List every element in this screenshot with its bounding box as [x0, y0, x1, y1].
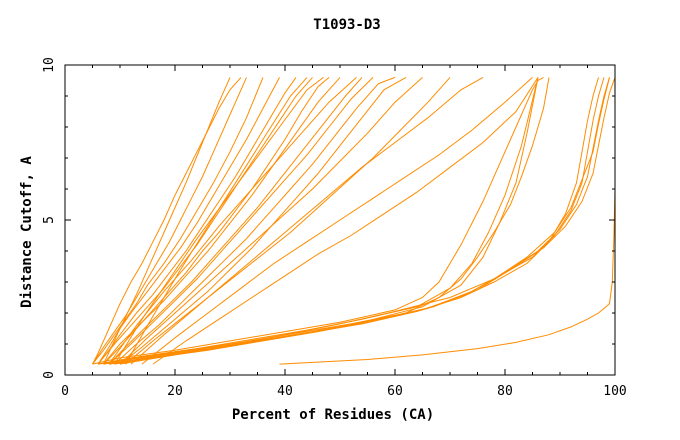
x-tick-label: 20 — [167, 384, 183, 399]
series-line-16 — [141, 77, 533, 365]
series-line-20 — [125, 77, 308, 365]
series-line-9 — [108, 77, 363, 365]
series-line-14 — [125, 77, 451, 365]
x-tick-label: 100 — [603, 384, 626, 399]
x-tick-label: 0 — [61, 384, 69, 399]
series-line-15 — [130, 76, 484, 365]
series-line-3 — [92, 77, 264, 365]
series-line-31 — [279, 77, 616, 365]
series-line-21 — [103, 77, 231, 365]
series-line-1 — [92, 77, 242, 365]
series-line-12 — [119, 76, 407, 365]
series-line-10 — [108, 77, 374, 365]
series-line-24 — [103, 77, 539, 365]
series-line-13 — [119, 77, 423, 365]
series-line-2 — [92, 77, 247, 365]
y-axis: 0 5 10 — [42, 57, 615, 379]
x-axis: 0 20 40 60 80 100 — [61, 65, 627, 399]
series-line-5 — [97, 77, 297, 365]
x-tick-label: 80 — [497, 384, 513, 399]
series-layer — [92, 76, 616, 365]
chart-title: T1093-D3 — [313, 17, 380, 33]
series-line-11 — [114, 76, 396, 365]
y-tick-label: 5 — [42, 216, 57, 224]
series-line-4 — [97, 77, 280, 365]
series-line-19 — [114, 77, 324, 365]
x-tick-label: 40 — [277, 384, 293, 399]
y-tick-label: 10 — [42, 57, 57, 73]
series-line-22 — [92, 76, 544, 365]
x-tick-label: 60 — [387, 384, 403, 399]
x-axis-title: Percent of Residues (CA) — [232, 407, 434, 423]
y-tick-label: 0 — [42, 371, 57, 379]
y-axis-title: Distance Cutoff, A — [19, 156, 35, 308]
series-line-6 — [97, 77, 313, 365]
series-line-30 — [119, 77, 610, 365]
series-line-18 — [108, 77, 357, 365]
series-line-29 — [114, 77, 616, 365]
series-line-8 — [103, 77, 341, 365]
series-line-17 — [152, 77, 539, 365]
